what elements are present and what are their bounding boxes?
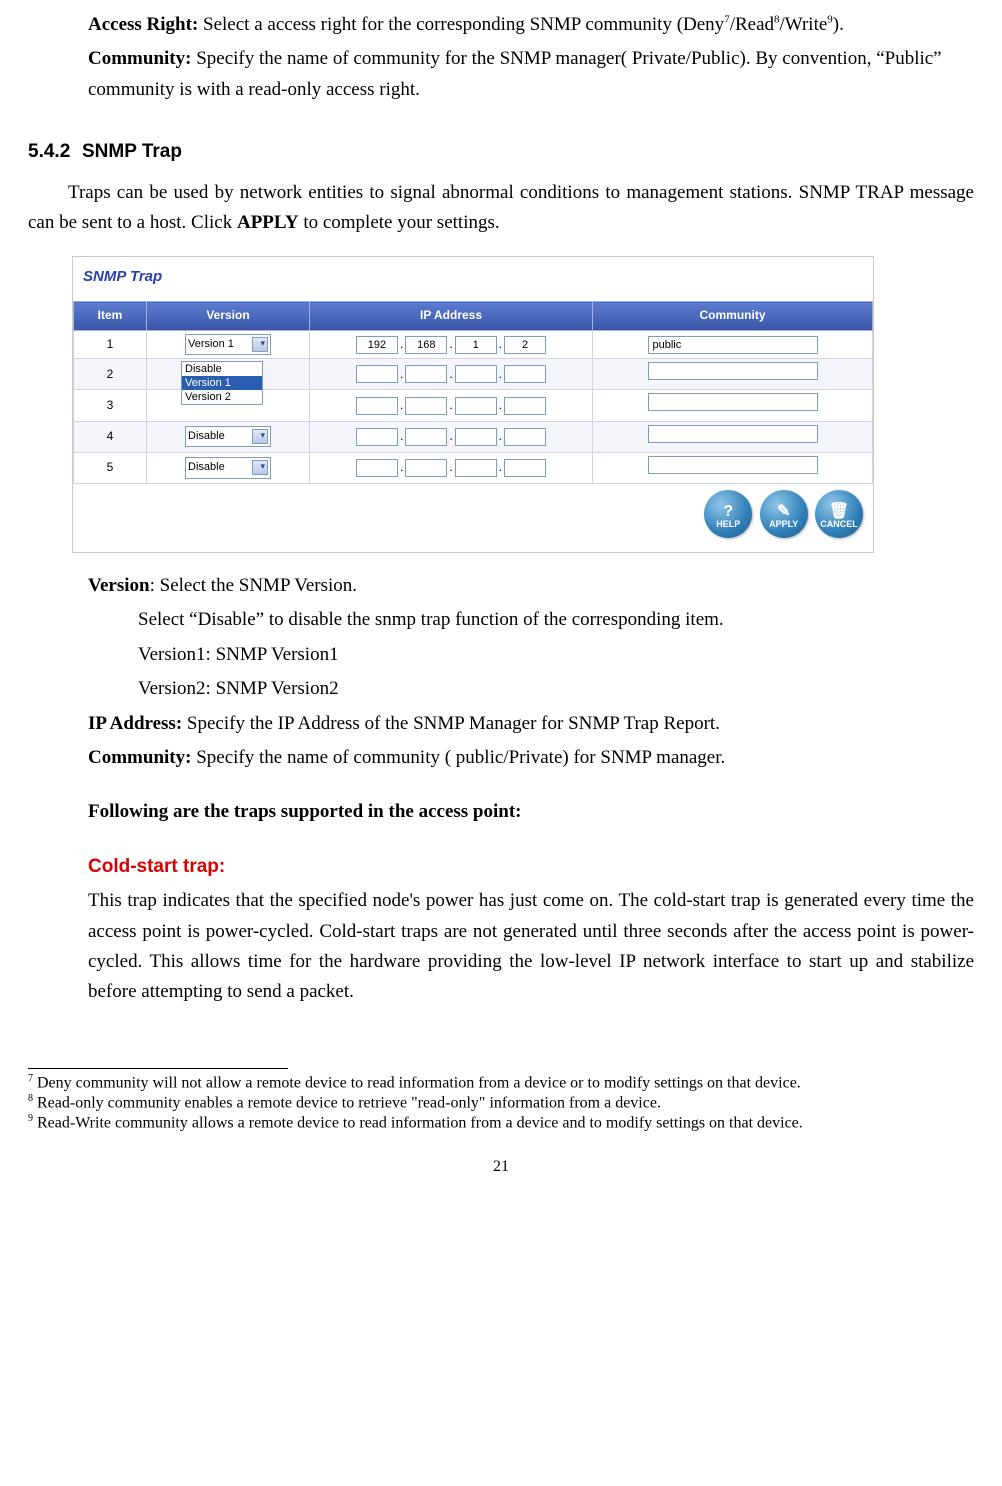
community-input[interactable]: public	[648, 336, 818, 354]
ip-octet-input[interactable]	[504, 397, 546, 415]
community-def: Community: Specify the name of community…	[88, 743, 974, 773]
ip-octet-input[interactable]	[356, 459, 398, 477]
footnote-separator	[28, 1068, 288, 1069]
apply-button[interactable]: ✎APPLY	[760, 490, 808, 538]
ip-octet-input[interactable]	[455, 397, 497, 415]
community-input[interactable]	[648, 393, 818, 411]
version-select-open[interactable]: Disable Version 1 Version 2	[181, 361, 263, 405]
community-input[interactable]	[648, 425, 818, 443]
ip-octet-input[interactable]	[405, 428, 447, 446]
ip-octet-input[interactable]	[405, 365, 447, 383]
ip-octet-input[interactable]	[455, 428, 497, 446]
version-disable-line: Select “Disable” to disable the snmp tra…	[138, 605, 974, 635]
table-row: 4 Disable ...	[74, 421, 873, 452]
help-button[interactable]: ?HELP	[704, 490, 752, 538]
table-row: 2 Disable Version 1 Version 2 ...	[74, 359, 873, 390]
ip-octet-input[interactable]	[356, 397, 398, 415]
ip-octet-input[interactable]	[356, 428, 398, 446]
access-right-label: Access Right:	[88, 14, 198, 35]
ip-octet-input[interactable]	[356, 365, 398, 383]
snmp-trap-screenshot: SNMP Trap Item Version IP Address Commun…	[72, 256, 874, 553]
th-version: Version	[147, 302, 310, 330]
cancel-button[interactable]: 🗑CANCEL	[815, 490, 863, 538]
section-intro: Traps can be used by network entities to…	[28, 178, 974, 239]
ip-octet-input[interactable]	[405, 397, 447, 415]
ip-octet-input[interactable]: 1	[455, 336, 497, 354]
ip-octet-input[interactable]	[504, 428, 546, 446]
section-heading: 5.4.2SNMP Trap	[28, 137, 974, 167]
version-select[interactable]: Version 1	[185, 334, 271, 356]
th-item: Item	[74, 302, 147, 330]
table-row: 1 Version 1 192.168.1.2 public	[74, 330, 873, 359]
ip-octet-input[interactable]	[405, 459, 447, 477]
th-ip: IP Address	[310, 302, 593, 330]
access-right-para: Access Right: Select a access right for …	[88, 10, 974, 40]
traps-heading: Following are the traps supported in the…	[88, 797, 974, 827]
ip-octet-input[interactable]: 168	[405, 336, 447, 354]
community-input[interactable]	[648, 456, 818, 474]
snmp-shot-title: SNMP Trap	[73, 257, 873, 301]
version-select[interactable]: Disable	[185, 457, 271, 479]
ip-def: IP Address: Specify the IP Address of th…	[88, 709, 974, 739]
community-label: Community:	[88, 48, 191, 69]
snmp-trap-table: Item Version IP Address Community 1 Vers…	[73, 301, 873, 484]
cold-start-text: This trap indicates that the specified n…	[88, 886, 974, 1008]
community-para: Community: Specify the name of community…	[88, 44, 974, 105]
th-community: Community	[593, 302, 873, 330]
ip-octet-input[interactable]	[504, 365, 546, 383]
table-row: 5 Disable ...	[74, 452, 873, 483]
ip-octet-input[interactable]	[455, 365, 497, 383]
version-def: Version: Select the SNMP Version.	[88, 571, 974, 601]
ip-octet-input[interactable]: 2	[504, 336, 546, 354]
page-number: 21	[28, 1154, 974, 1180]
version-select[interactable]: Disable	[185, 426, 271, 448]
footnotes: 7 Deny community will not allow a remote…	[28, 1073, 974, 1134]
version1-line: Version1: SNMP Version1	[138, 640, 974, 670]
ip-octet-input[interactable]	[504, 459, 546, 477]
ip-octet-input[interactable]: 192	[356, 336, 398, 354]
cold-start-heading: Cold-start trap:	[88, 852, 974, 882]
community-input[interactable]	[648, 362, 818, 380]
version2-line: Version2: SNMP Version2	[138, 674, 974, 704]
ip-octet-input[interactable]	[455, 459, 497, 477]
